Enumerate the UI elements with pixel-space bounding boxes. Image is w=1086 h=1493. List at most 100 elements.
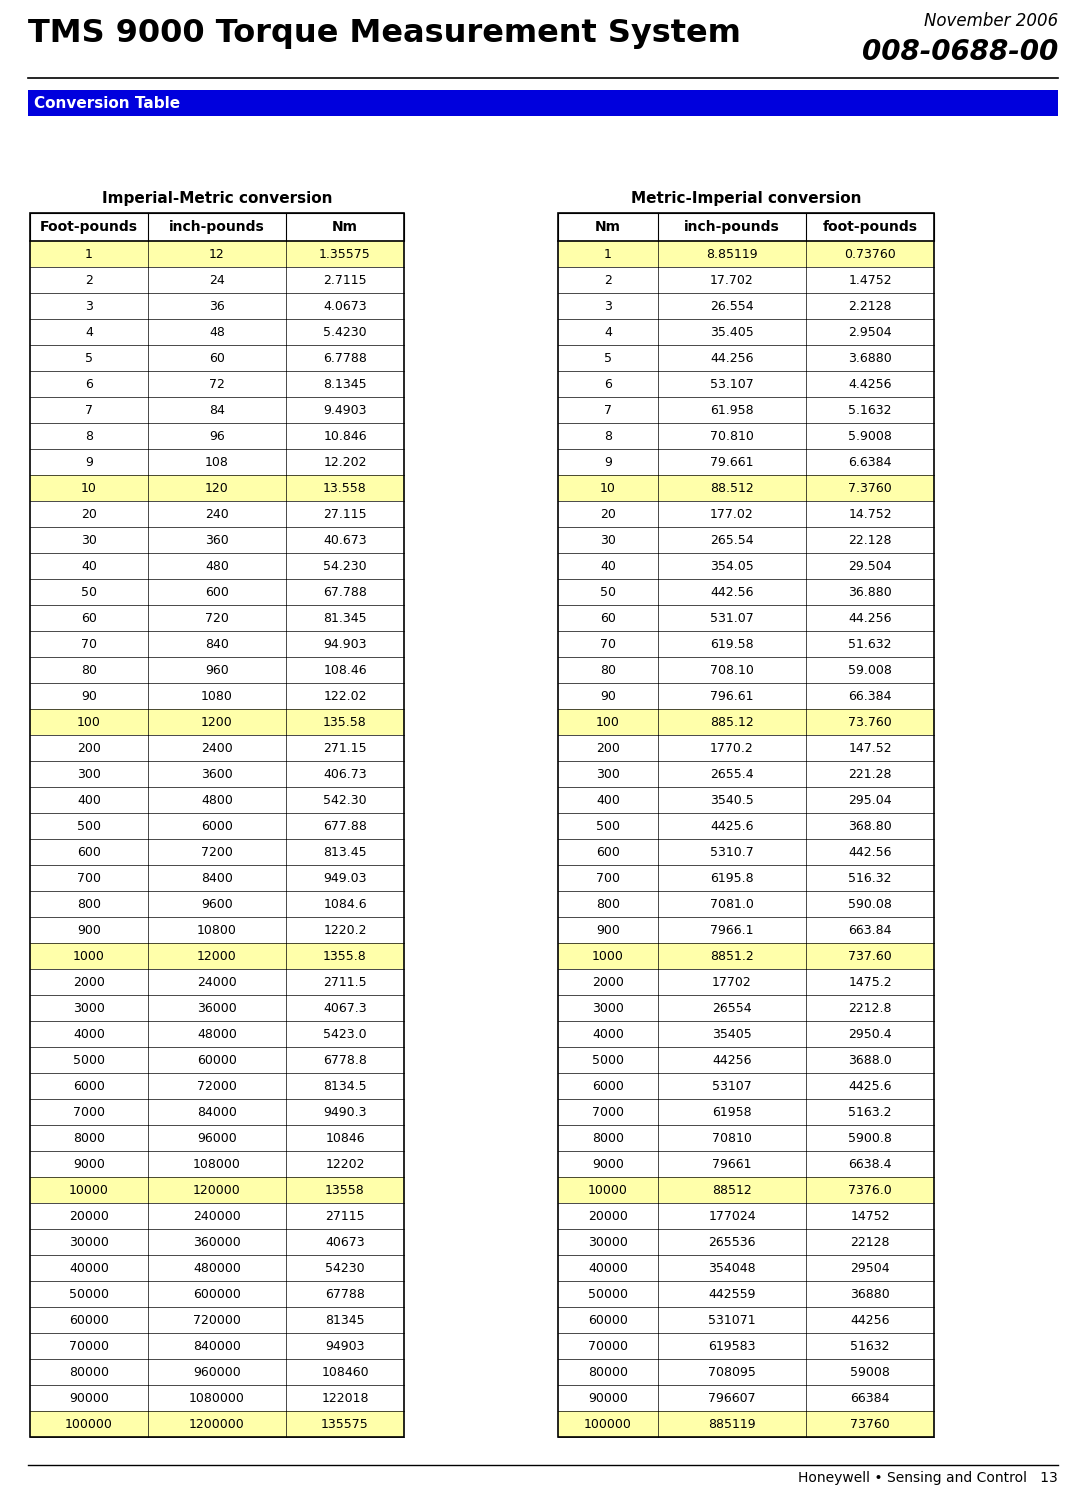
Bar xyxy=(558,1126,934,1151)
Text: 36: 36 xyxy=(210,300,225,312)
Text: 6638.4: 6638.4 xyxy=(848,1157,892,1171)
Text: 44256: 44256 xyxy=(850,1314,889,1326)
Text: 67788: 67788 xyxy=(325,1287,365,1300)
Text: 240: 240 xyxy=(205,508,229,521)
Text: 4.4256: 4.4256 xyxy=(848,378,892,391)
Text: 1220.2: 1220.2 xyxy=(324,924,367,936)
Text: 5423.0: 5423.0 xyxy=(324,1027,367,1041)
Text: 61.958: 61.958 xyxy=(710,403,754,417)
Text: 4: 4 xyxy=(85,325,93,339)
Bar xyxy=(30,370,404,397)
Text: 100000: 100000 xyxy=(584,1417,632,1430)
Bar xyxy=(30,761,404,787)
Text: 960: 960 xyxy=(205,663,229,676)
Text: 300: 300 xyxy=(77,767,101,781)
Text: 8851.2: 8851.2 xyxy=(710,950,754,963)
Bar xyxy=(30,213,404,240)
Text: 3000: 3000 xyxy=(592,1002,624,1015)
Text: 6778.8: 6778.8 xyxy=(323,1054,367,1066)
Bar xyxy=(558,579,934,605)
Text: 600: 600 xyxy=(205,585,229,599)
Text: 0.73760: 0.73760 xyxy=(844,248,896,260)
Bar xyxy=(30,423,404,449)
Text: 3000: 3000 xyxy=(73,1002,105,1015)
Text: 3540.5: 3540.5 xyxy=(710,793,754,806)
Text: 360000: 360000 xyxy=(193,1236,241,1248)
Text: 1.4752: 1.4752 xyxy=(848,273,892,287)
Bar xyxy=(30,475,404,502)
Text: 677.88: 677.88 xyxy=(323,820,367,833)
Text: 271.15: 271.15 xyxy=(324,742,367,754)
Text: 8.1345: 8.1345 xyxy=(324,378,367,391)
Text: 1000: 1000 xyxy=(592,950,624,963)
Text: 59.008: 59.008 xyxy=(848,663,892,676)
Text: 108: 108 xyxy=(205,455,229,469)
Text: 240000: 240000 xyxy=(193,1209,241,1223)
Text: 14.752: 14.752 xyxy=(848,508,892,521)
Bar xyxy=(558,969,934,994)
Text: 60: 60 xyxy=(210,351,225,364)
Bar xyxy=(30,709,404,735)
Bar xyxy=(558,839,934,864)
Text: 20000: 20000 xyxy=(70,1209,109,1223)
Text: 2950.4: 2950.4 xyxy=(848,1027,892,1041)
Text: 96: 96 xyxy=(210,430,225,442)
Text: 26554: 26554 xyxy=(712,1002,752,1015)
Text: 12.202: 12.202 xyxy=(324,455,367,469)
Text: 67.788: 67.788 xyxy=(323,585,367,599)
Text: 70000: 70000 xyxy=(588,1339,628,1353)
Text: 147.52: 147.52 xyxy=(848,742,892,754)
Text: foot-pounds: foot-pounds xyxy=(822,219,918,234)
Text: 885.12: 885.12 xyxy=(710,715,754,729)
Text: 29.504: 29.504 xyxy=(848,560,892,572)
Bar xyxy=(558,293,934,320)
Text: 4: 4 xyxy=(604,325,611,339)
Text: 5: 5 xyxy=(85,351,93,364)
Text: 368.80: 368.80 xyxy=(848,820,892,833)
Bar xyxy=(558,1176,934,1203)
Text: 81345: 81345 xyxy=(325,1314,365,1326)
Text: 4000: 4000 xyxy=(592,1027,624,1041)
Text: 949.03: 949.03 xyxy=(324,872,367,884)
Text: 7200: 7200 xyxy=(201,845,232,858)
Text: 40000: 40000 xyxy=(588,1262,628,1275)
Text: 1: 1 xyxy=(85,248,93,260)
Text: 120: 120 xyxy=(205,482,229,494)
Bar xyxy=(558,944,934,969)
Bar xyxy=(30,1306,404,1333)
Text: 8000: 8000 xyxy=(592,1132,624,1145)
Bar xyxy=(30,579,404,605)
Text: 480000: 480000 xyxy=(193,1262,241,1275)
Text: 600: 600 xyxy=(596,845,620,858)
Text: 3.6880: 3.6880 xyxy=(848,351,892,364)
Text: TMS 9000 Torque Measurement System: TMS 9000 Torque Measurement System xyxy=(28,18,741,49)
Text: 50000: 50000 xyxy=(70,1287,109,1300)
Text: 12000: 12000 xyxy=(198,950,237,963)
Text: 12: 12 xyxy=(210,248,225,260)
Text: 10: 10 xyxy=(601,482,616,494)
Bar xyxy=(558,994,934,1021)
Text: 50: 50 xyxy=(81,585,97,599)
Text: 442.56: 442.56 xyxy=(710,585,754,599)
Text: 6195.8: 6195.8 xyxy=(710,872,754,884)
Text: 500: 500 xyxy=(596,820,620,833)
Text: 885119: 885119 xyxy=(708,1417,756,1430)
Text: 24: 24 xyxy=(210,273,225,287)
Text: 813.45: 813.45 xyxy=(324,845,367,858)
Bar xyxy=(30,917,404,944)
Text: 60: 60 xyxy=(601,612,616,624)
Bar xyxy=(558,657,934,682)
Text: 94903: 94903 xyxy=(325,1339,365,1353)
Text: 2655.4: 2655.4 xyxy=(710,767,754,781)
Text: 5163.2: 5163.2 xyxy=(848,1105,892,1118)
Text: 61958: 61958 xyxy=(712,1105,752,1118)
Bar xyxy=(30,397,404,423)
Text: 135575: 135575 xyxy=(321,1417,369,1430)
Text: 1770.2: 1770.2 xyxy=(710,742,754,754)
Text: 8: 8 xyxy=(604,430,613,442)
Bar xyxy=(558,213,934,240)
Text: 122018: 122018 xyxy=(321,1391,369,1405)
Text: 36000: 36000 xyxy=(198,1002,237,1015)
Bar xyxy=(30,1333,404,1359)
Text: 90000: 90000 xyxy=(588,1391,628,1405)
